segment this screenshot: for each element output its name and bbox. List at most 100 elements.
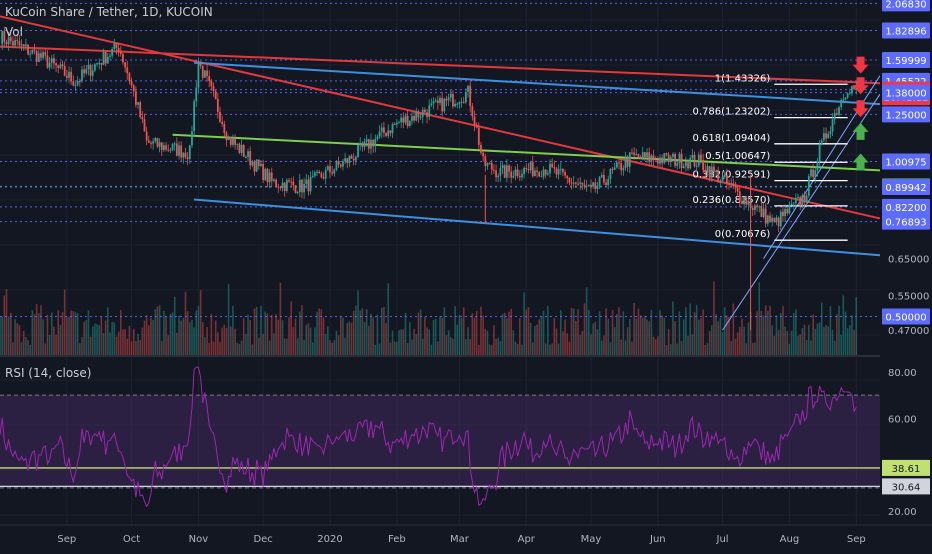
rsi-pane bbox=[0, 366, 880, 508]
candle-body bbox=[719, 181, 722, 183]
candle-body bbox=[311, 175, 314, 177]
candle-body bbox=[238, 143, 241, 153]
candle-body bbox=[143, 119, 146, 132]
candle-body bbox=[232, 138, 234, 145]
volume-bar bbox=[823, 326, 825, 355]
volume-bar bbox=[329, 340, 331, 355]
volume-bar bbox=[596, 329, 599, 355]
volume-bar bbox=[53, 326, 55, 355]
volume-bar bbox=[741, 318, 743, 355]
candle-body bbox=[708, 166, 711, 178]
volume-bar bbox=[199, 290, 202, 355]
candle-body bbox=[514, 169, 517, 176]
volume-bar bbox=[484, 328, 487, 355]
volume-bar bbox=[380, 307, 383, 355]
price-axis: 0.65000 0.55000 0.47000 2.06830 1.82896 1.599… bbox=[880, 0, 932, 550]
volume-bar bbox=[557, 343, 560, 355]
volume-bar bbox=[616, 314, 618, 355]
candle-body bbox=[277, 186, 280, 188]
candle-body bbox=[605, 182, 607, 186]
volume-bar bbox=[506, 318, 508, 355]
candle-body bbox=[797, 197, 799, 199]
volume-bar bbox=[723, 307, 726, 355]
candle-body bbox=[197, 63, 200, 88]
volume-bar bbox=[523, 292, 525, 355]
candle-body bbox=[285, 180, 288, 191]
candle-body bbox=[510, 171, 513, 178]
candle-body bbox=[210, 81, 213, 87]
volume-bar bbox=[163, 310, 165, 355]
volume-bar bbox=[128, 325, 131, 355]
candle-body bbox=[314, 172, 316, 176]
candle-body bbox=[751, 207, 754, 210]
volume-bar bbox=[85, 319, 88, 355]
candle-body bbox=[68, 71, 70, 78]
candle-body bbox=[91, 70, 94, 76]
candles bbox=[1, 26, 858, 331]
volume-bar bbox=[63, 289, 66, 355]
candle-body bbox=[829, 131, 832, 135]
candle-body bbox=[596, 186, 599, 189]
volume-bar bbox=[389, 342, 392, 355]
volume-bar bbox=[195, 310, 198, 355]
volume-bar bbox=[555, 328, 558, 355]
volume-bar bbox=[204, 337, 206, 355]
volume-label: Vol bbox=[5, 25, 23, 39]
candle-body bbox=[827, 134, 830, 139]
candle-body bbox=[234, 138, 236, 145]
candle-body bbox=[81, 69, 83, 82]
volume-bar bbox=[111, 322, 113, 355]
volume-bar bbox=[827, 326, 830, 355]
candle-body bbox=[449, 93, 452, 98]
volume-bar bbox=[208, 343, 211, 355]
volume-bar bbox=[178, 315, 180, 355]
volume-bar bbox=[428, 329, 431, 355]
candle-body bbox=[113, 43, 116, 50]
candle-body bbox=[812, 169, 815, 177]
candle-body bbox=[669, 156, 672, 163]
candle-body bbox=[376, 136, 379, 140]
candle-body bbox=[480, 144, 482, 153]
volume-bar bbox=[273, 333, 275, 355]
price-tag bbox=[882, 51, 930, 68]
candle-body bbox=[691, 154, 694, 158]
volume-bar bbox=[542, 310, 545, 355]
volume-bar bbox=[221, 327, 223, 355]
volume-bar bbox=[521, 344, 523, 355]
candle-body bbox=[147, 140, 150, 143]
volume-bar bbox=[48, 335, 51, 355]
volume-bar bbox=[305, 324, 308, 355]
volume-bar bbox=[674, 321, 676, 355]
candle-body bbox=[818, 144, 821, 162]
price-tag bbox=[882, 198, 930, 215]
time-tick: May bbox=[581, 534, 602, 545]
volume-bar bbox=[409, 322, 411, 355]
rsi-line bbox=[0, 366, 857, 508]
volume-bar bbox=[579, 334, 581, 355]
candle-body bbox=[1, 31, 4, 45]
candle-body bbox=[318, 171, 321, 174]
candle-body bbox=[216, 98, 219, 112]
candle-body bbox=[501, 165, 504, 168]
candle-body bbox=[598, 177, 601, 187]
volume-bar bbox=[734, 338, 737, 355]
volume-bar bbox=[605, 308, 607, 355]
candle-body bbox=[473, 116, 476, 125]
candle-body bbox=[700, 154, 702, 161]
candle-body bbox=[527, 169, 530, 171]
candle-body bbox=[324, 169, 327, 179]
volume-bar bbox=[816, 323, 819, 355]
candle-body bbox=[544, 169, 547, 175]
candle-body bbox=[331, 172, 334, 174]
candle-body bbox=[583, 184, 586, 187]
candle-body bbox=[585, 185, 588, 187]
candle-body bbox=[482, 152, 485, 157]
volume-bar bbox=[94, 323, 96, 355]
rsi-tag bbox=[882, 459, 930, 476]
volume-bar bbox=[318, 308, 321, 355]
candle-body bbox=[212, 86, 215, 92]
candle-body bbox=[53, 58, 55, 64]
volume-bar bbox=[588, 309, 590, 355]
volume-bar bbox=[443, 307, 446, 355]
